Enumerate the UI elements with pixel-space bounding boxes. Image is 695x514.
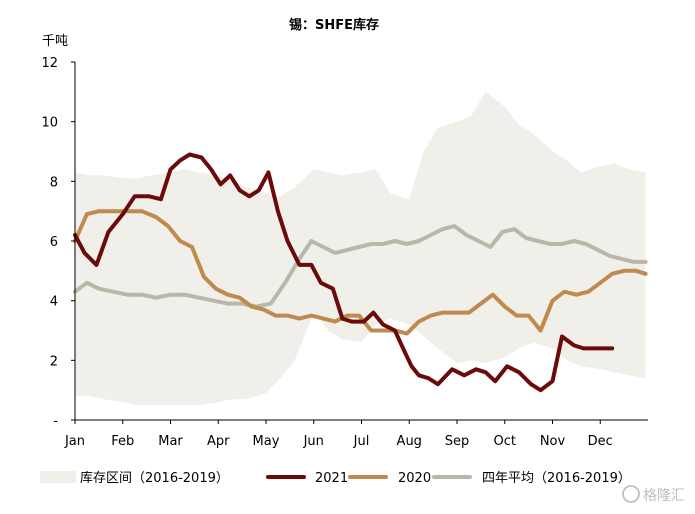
y-tick-label: 6 [50, 235, 58, 250]
unit-label: 千吨 [42, 34, 68, 49]
watermark-text: 格隆汇 [643, 488, 685, 504]
watermark-logo-icon [622, 485, 640, 503]
series-line-2 [73, 224, 648, 309]
legend-label-1: 2020 [398, 471, 431, 486]
x-tick-label: May [253, 434, 280, 449]
x-tick-label: Dec [588, 434, 613, 449]
x-tick-label: Oct [494, 434, 516, 449]
legend-swatch-band [40, 471, 76, 483]
legend: 库存区间（2016-2019） 2021 2020 四年平均（2016-2019） [40, 470, 631, 486]
series-line-0 [73, 152, 615, 393]
legend-label-band: 库存区间（2016-2019） [80, 470, 229, 486]
watermark: 格隆汇 [622, 485, 685, 504]
legend-label-0: 2021 [315, 471, 348, 486]
y-tick-label: 4 [50, 295, 58, 310]
y-tick-label: 12 [41, 56, 58, 71]
legend-label-2: 四年平均（2016-2019） [482, 471, 631, 486]
series-lines [73, 152, 648, 393]
x-tick-label: Apr [207, 434, 230, 449]
x-tick-label: Jan [64, 434, 85, 449]
y-tick-label: - [53, 414, 58, 429]
x-tick-label: Nov [540, 434, 566, 449]
chart-title: 锡：SHFE库存 [289, 17, 379, 33]
x-tick-label: Jul [353, 434, 370, 449]
x-tick-label: Feb [111, 434, 134, 449]
y-tick-label: 10 [41, 116, 58, 131]
x-tick-label: Mar [158, 434, 183, 449]
x-tick-label: Sep [445, 434, 470, 449]
y-tick-label: 2 [50, 354, 58, 369]
y-tick-label: 8 [50, 175, 58, 190]
axes: - 2 4 6 8 10 12 Jan Feb Mar Apr May Jun Jul Aug Sep Oct N… [41, 56, 648, 449]
x-tick-label: Jun [303, 434, 324, 449]
x-tick-label: Aug [397, 434, 422, 449]
